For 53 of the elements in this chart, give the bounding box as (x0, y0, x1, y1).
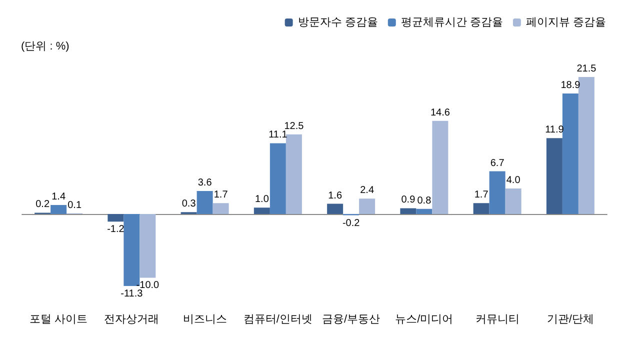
bar (359, 198, 376, 214)
data-label: 11.1 (268, 130, 288, 141)
data-label: 0.8 (417, 195, 432, 206)
legend-label: 평균체류시간 증감율 (400, 16, 503, 28)
data-label: 0.2 (36, 199, 50, 210)
data-label: 6.7 (490, 158, 505, 169)
bar (489, 171, 506, 214)
bar (505, 188, 522, 214)
bar (416, 208, 432, 214)
data-label: 3.6 (198, 178, 212, 189)
bar (50, 205, 67, 214)
data-label: 4.0 (506, 174, 521, 186)
data-label: 1.6 (328, 190, 342, 202)
data-label: 0.3 (182, 198, 196, 210)
data-label: 1.7 (214, 190, 228, 201)
bar (400, 208, 416, 214)
bar (327, 204, 344, 214)
data-label: 0.1 (68, 200, 82, 211)
legend-label: 페이지뷰 증감율 (526, 16, 606, 28)
legend-label: 방문자수 증감율 (298, 16, 378, 28)
bar (546, 138, 562, 214)
bar (562, 94, 578, 214)
x-tick-label: 기관/단체 (546, 314, 594, 326)
data-label: 21.5 (576, 63, 597, 74)
x-tick-label: 컴퓨터/인터넷 (243, 314, 312, 326)
x-tick-label: 커뮤니티 (475, 314, 520, 326)
data-label: -1.2 (107, 224, 125, 236)
bar (270, 143, 286, 214)
data-label: 18.9 (560, 80, 581, 92)
x-tick-label: 뉴스/미디어 (395, 314, 454, 326)
bar (254, 208, 270, 214)
data-label: -0.2 (342, 218, 360, 229)
bar (212, 203, 229, 214)
bar (578, 76, 594, 214)
bar (140, 214, 156, 278)
x-tick-label: 금융/부동산 (322, 314, 380, 326)
bar (432, 120, 448, 214)
data-label: 1.4 (52, 192, 66, 203)
data-label: 2.4 (360, 185, 374, 196)
bar (286, 134, 302, 214)
x-tick-label: 포털 사이트 (30, 314, 88, 326)
bar (473, 203, 490, 214)
data-label: 1.0 (254, 194, 270, 206)
data-label: 1.7 (474, 190, 489, 201)
data-label: 14.6 (430, 107, 450, 118)
x-tick-label: 전자상거래 (104, 314, 160, 326)
bar (108, 214, 124, 222)
data-label: 12.5 (284, 120, 304, 132)
x-tick-label: 비즈니스 (182, 314, 227, 326)
bar (196, 191, 213, 214)
data-label: -11.3 (120, 288, 144, 300)
y-axis-title: (단위 : %) (21, 40, 70, 52)
data-label: 0.9 (401, 194, 416, 206)
